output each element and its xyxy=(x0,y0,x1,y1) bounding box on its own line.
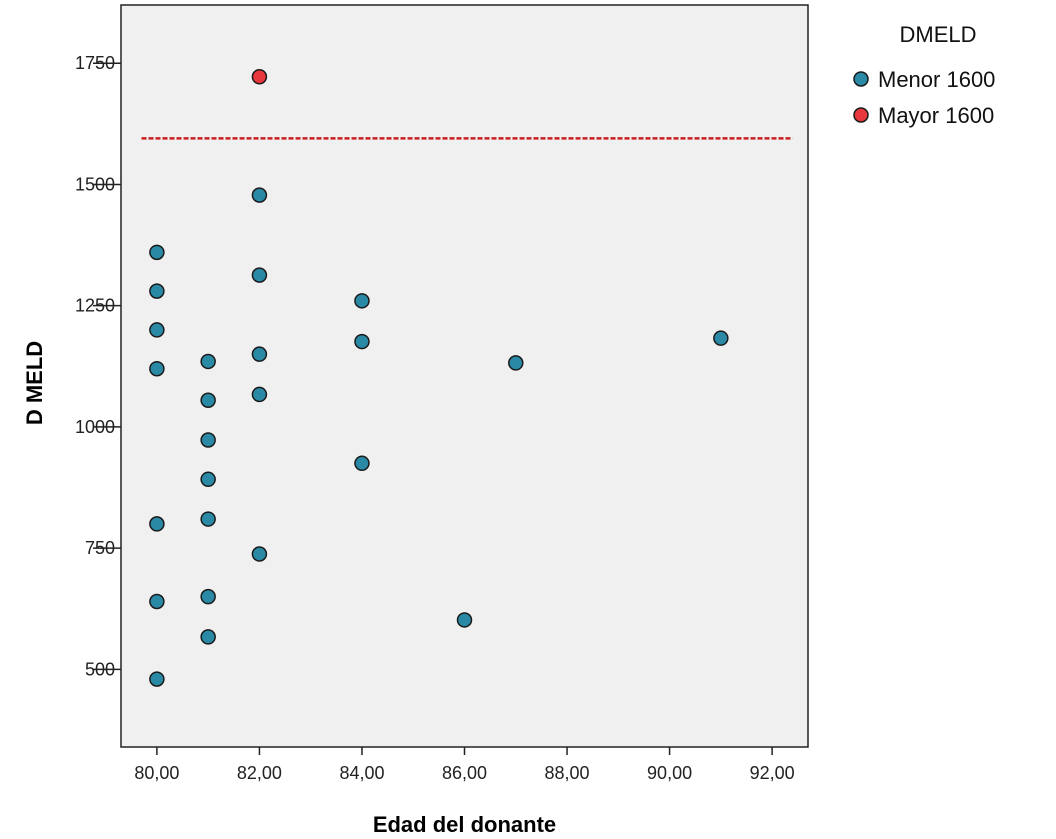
data-point xyxy=(251,267,268,283)
y-tick-label: 1500 xyxy=(75,174,115,194)
data-point xyxy=(149,516,165,532)
legend: Menor 1600 Mayor 1600 xyxy=(853,67,995,128)
x-tick-label: 80,00 xyxy=(134,763,179,783)
data-point xyxy=(251,187,268,203)
legend-label: Mayor 1600 xyxy=(878,103,994,128)
data-points xyxy=(149,69,729,687)
data-point xyxy=(251,546,268,562)
data-point xyxy=(456,612,473,628)
x-tick-label: 84,00 xyxy=(339,763,384,783)
x-axis-title: Edad del donante xyxy=(373,812,556,837)
legend-label: Menor 1600 xyxy=(878,67,995,92)
data-point xyxy=(149,322,165,338)
y-tick-label: 1000 xyxy=(75,417,115,437)
data-point xyxy=(149,671,165,687)
data-point xyxy=(200,511,216,527)
data-point xyxy=(149,244,165,261)
data-point xyxy=(713,330,729,346)
y-tick-label: 750 xyxy=(85,538,115,558)
legend-marker xyxy=(853,71,869,87)
x-tick-label: 92,00 xyxy=(750,763,795,783)
data-point xyxy=(149,360,165,377)
x-tick-label: 90,00 xyxy=(647,763,692,783)
y-axis: 500 750 1000 1250 1500 1750 xyxy=(75,53,121,679)
data-point xyxy=(200,353,216,370)
data-point xyxy=(354,293,370,309)
data-point xyxy=(149,283,165,299)
data-point xyxy=(354,455,370,472)
data-point xyxy=(251,346,268,362)
data-point xyxy=(200,392,216,408)
x-tick-label: 86,00 xyxy=(442,763,487,783)
x-tick-label: 88,00 xyxy=(545,763,590,783)
data-point xyxy=(251,386,268,403)
x-axis: 80,00 82,00 84,00 86,00 88,00 90,00 92,00 xyxy=(134,747,795,783)
data-point xyxy=(149,593,165,610)
data-point xyxy=(200,432,216,448)
y-tick-label: 1750 xyxy=(75,53,115,73)
y-tick-label: 1250 xyxy=(75,296,115,316)
data-point xyxy=(354,333,370,350)
data-point xyxy=(200,629,216,645)
y-tick-label: 500 xyxy=(85,659,115,679)
y-axis-title: D MELD xyxy=(22,341,47,425)
legend-title: DMELD xyxy=(899,22,976,47)
data-point xyxy=(200,588,216,605)
legend-marker xyxy=(853,107,869,123)
plot-area xyxy=(120,4,809,748)
data-point xyxy=(251,69,268,85)
data-point xyxy=(200,471,216,488)
x-tick-label: 82,00 xyxy=(237,763,282,783)
data-point xyxy=(508,355,524,371)
